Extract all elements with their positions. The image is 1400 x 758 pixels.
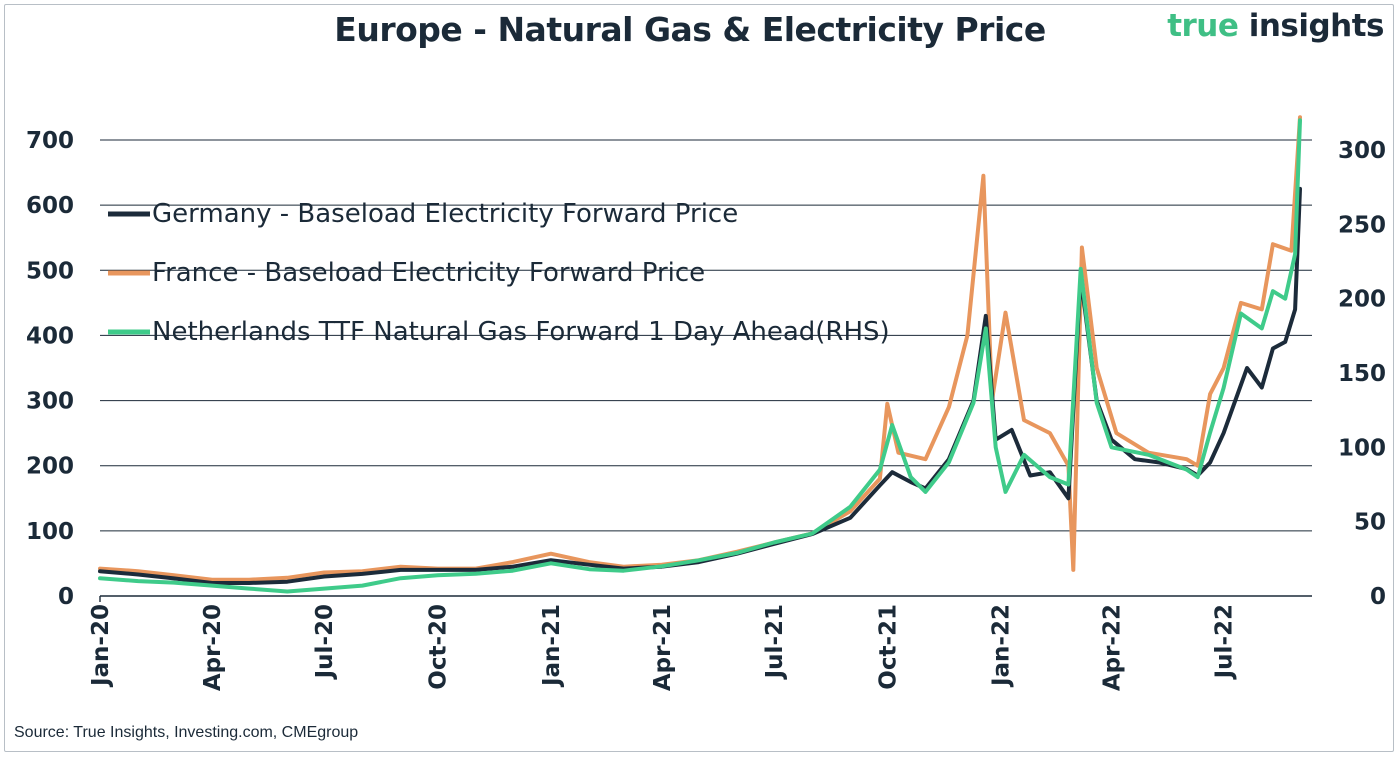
- y-left-tick-label: 200: [26, 454, 74, 480]
- source-note: Source: True Insights, Investing.com, CM…: [14, 724, 359, 741]
- series-line-netherlands: [98, 118, 1302, 594]
- legend: Germany - Baseload Electricity Forward P…: [108, 199, 890, 347]
- series-lines: [98, 115, 1302, 594]
- x-tick-label: Apr-21: [650, 604, 676, 691]
- x-tick-label: Apr-20: [200, 604, 226, 691]
- y-right-tick-label: 100: [1338, 435, 1386, 461]
- y-right-tick-label: 300: [1338, 138, 1386, 164]
- x-tick-label: Jul-22: [1212, 604, 1238, 680]
- series-line-france: [98, 115, 1302, 582]
- x-axis: Jan-20 Apr-20 Jul-20 Oct-20 Jan-21 Apr-21 Jul-…: [88, 604, 1238, 691]
- y-axis-right: 0 50 100 150 200 250 300: [1338, 138, 1386, 610]
- y-left-tick-label: 0: [58, 584, 74, 610]
- chart-title: Europe - Natural Gas & Electricity Price: [334, 10, 1046, 49]
- y-left-tick-label: 100: [26, 519, 74, 545]
- y-right-tick-label: 150: [1338, 361, 1386, 387]
- y-right-tick-label: 250: [1338, 212, 1386, 238]
- y-right-tick-label: 0: [1370, 584, 1386, 610]
- y-left-tick-label: 400: [26, 323, 74, 349]
- brand-word-insights: insights: [1248, 8, 1385, 44]
- x-tick-label: Jan-22: [989, 604, 1015, 688]
- y-left-tick-label: 300: [26, 389, 74, 415]
- x-tick-label: Apr-22: [1099, 604, 1125, 691]
- y-left-tick-label: 600: [26, 193, 74, 219]
- grid-lines: [99, 139, 1312, 602]
- x-tick-label: Oct-20: [426, 604, 452, 690]
- y-left-tick-label: 500: [26, 258, 74, 284]
- legend-label-netherlands: Netherlands TTF Natural Gas Forward 1 Da…: [152, 317, 890, 347]
- chart-frame: [4, 4, 1394, 752]
- y-right-tick-label: 50: [1354, 510, 1386, 536]
- x-tick-label: Oct-21: [875, 604, 901, 690]
- x-tick-label: Jul-21: [762, 604, 788, 680]
- legend-label-france: France - Baseload Electricity Forward Pr…: [152, 258, 705, 288]
- y-left-tick-label: 700: [26, 128, 74, 154]
- x-tick-label: Jul-20: [312, 604, 338, 680]
- brand-word-true: true: [1167, 8, 1239, 44]
- x-tick-label: Jan-20: [88, 604, 114, 688]
- brand-logo: true insights: [1167, 8, 1384, 44]
- x-tick-label: Jan-21: [539, 604, 565, 688]
- series-line-germany: [98, 186, 1302, 585]
- y-axis-left: 0 100 200 300 400 500 600 700: [26, 128, 74, 610]
- legend-label-germany: Germany - Baseload Electricity Forward P…: [152, 199, 738, 229]
- y-right-tick-label: 200: [1338, 287, 1386, 313]
